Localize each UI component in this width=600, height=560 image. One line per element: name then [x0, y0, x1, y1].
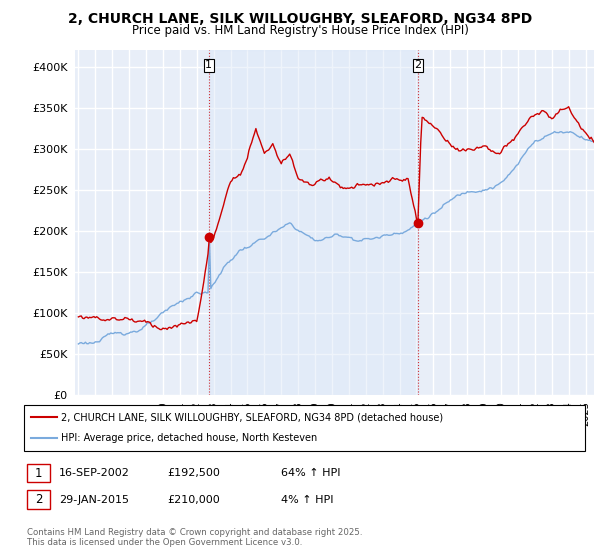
Text: 16-SEP-2002: 16-SEP-2002 [59, 468, 130, 478]
Text: 4% ↑ HPI: 4% ↑ HPI [281, 494, 334, 505]
Text: 1: 1 [205, 60, 212, 70]
Bar [209, 50, 418, 395]
Text: 2, CHURCH LANE, SILK WILLOUGHBY, SLEAFORD, NG34 8PD (detached house): 2, CHURCH LANE, SILK WILLOUGHBY, SLEAFOR… [61, 412, 443, 422]
Text: Contains HM Land Registry data © Crown copyright and database right 2025.
This d: Contains HM Land Registry data © Crown c… [27, 528, 362, 547]
Text: 29-JAN-2015: 29-JAN-2015 [59, 494, 129, 505]
Text: 2: 2 [35, 493, 42, 506]
Text: £210,000: £210,000 [167, 494, 220, 505]
Text: Price paid vs. HM Land Registry's House Price Index (HPI): Price paid vs. HM Land Registry's House … [131, 24, 469, 36]
Text: £192,500: £192,500 [167, 468, 220, 478]
Text: 2, CHURCH LANE, SILK WILLOUGHBY, SLEAFORD, NG34 8PD: 2, CHURCH LANE, SILK WILLOUGHBY, SLEAFOR… [68, 12, 532, 26]
Text: 2: 2 [414, 60, 421, 70]
Text: 1: 1 [35, 466, 42, 480]
Text: 64% ↑ HPI: 64% ↑ HPI [281, 468, 340, 478]
Text: HPI: Average price, detached house, North Kesteven: HPI: Average price, detached house, Nort… [61, 433, 317, 444]
